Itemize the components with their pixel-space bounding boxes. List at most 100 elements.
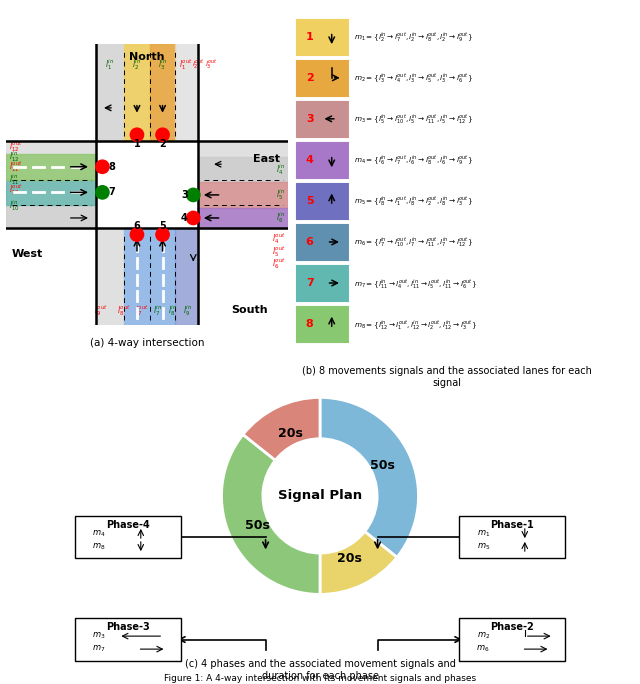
Bar <box>124 228 150 326</box>
FancyBboxPatch shape <box>460 618 565 661</box>
Text: $l_5^{out}$: $l_5^{out}$ <box>272 244 285 259</box>
Bar <box>349 306 630 342</box>
Text: East: East <box>253 154 280 164</box>
Bar <box>296 142 349 178</box>
Text: South: South <box>231 305 268 315</box>
Text: $m_3$: $m_3$ <box>92 631 106 642</box>
Text: Figure 1: A 4-way intersection with its movement signals and phases: Figure 1: A 4-way intersection with its … <box>164 674 476 683</box>
Bar <box>296 101 349 137</box>
Text: 3: 3 <box>306 114 314 124</box>
Bar <box>349 19 630 55</box>
Text: $l_8^{out}$: $l_8^{out}$ <box>117 302 131 317</box>
Text: $l_1^{in}$: $l_1^{in}$ <box>106 57 115 72</box>
Text: (c) 4 phases and the associated movement signals and
duration for each phase: (c) 4 phases and the associated movement… <box>184 659 456 681</box>
Text: $m_1 = \{l_2^{in} \rightarrow l_7^{out}, l_2^{in} \rightarrow l_8^{out}, l_2^{in: $m_1 = \{l_2^{in} \rightarrow l_7^{out},… <box>354 30 472 43</box>
Text: $m_1$: $m_1$ <box>477 528 490 539</box>
Text: $l_2^{out}$: $l_2^{out}$ <box>192 57 205 70</box>
Text: (a) 4-way intersection: (a) 4-way intersection <box>90 339 204 348</box>
Text: 1: 1 <box>306 31 314 42</box>
Circle shape <box>156 128 169 142</box>
Bar <box>175 44 198 141</box>
Text: 7: 7 <box>306 278 314 288</box>
Text: $l_9^{in}$: $l_9^{in}$ <box>184 302 193 317</box>
Text: North: North <box>129 51 165 62</box>
Circle shape <box>187 211 200 224</box>
Bar <box>198 182 288 208</box>
Text: $m_3 = \{l_5^{in} \rightarrow l_{10}^{out}, l_5^{in} \rightarrow l_{11}^{out}, l: $m_3 = \{l_5^{in} \rightarrow l_{10}^{ou… <box>354 112 472 125</box>
Text: $l_3^{out}$: $l_3^{out}$ <box>205 57 218 70</box>
Bar <box>349 224 630 260</box>
Text: 6: 6 <box>306 237 314 247</box>
Text: (b) 8 movements signals and the associated lanes for each
signal: (b) 8 movements signals and the associat… <box>302 366 592 388</box>
Bar <box>296 60 349 96</box>
Bar <box>198 208 288 228</box>
Text: $m_8 = \{l_{12}^{in} \rightarrow l_1^{out}, l_{12}^{in} \rightarrow l_2^{out}, l: $m_8 = \{l_{12}^{in} \rightarrow l_1^{ou… <box>354 317 477 330</box>
Text: $m_8$: $m_8$ <box>92 541 106 552</box>
Text: $l_{11}^{out}$: $l_{11}^{out}$ <box>9 159 22 174</box>
Text: Phase-2: Phase-2 <box>490 622 534 633</box>
Bar <box>349 265 630 301</box>
Text: 6: 6 <box>134 221 140 231</box>
Text: 4: 4 <box>306 155 314 165</box>
Text: 2: 2 <box>159 139 166 148</box>
Text: $l_4^{in}$: $l_4^{in}$ <box>276 162 285 176</box>
Text: $l_4^{out}$: $l_4^{out}$ <box>272 231 285 246</box>
Text: 20s: 20s <box>278 428 303 440</box>
Text: 7: 7 <box>108 187 115 198</box>
Text: $m_6$: $m_6$ <box>476 644 490 655</box>
Text: $m_7$: $m_7$ <box>93 644 106 655</box>
Text: $m_7 = \{l_{11}^{in} \rightarrow l_4^{out}, l_{11}^{in} \rightarrow l_5^{out}, l: $m_7 = \{l_{11}^{in} \rightarrow l_4^{ou… <box>354 276 477 289</box>
Text: 8: 8 <box>306 319 314 329</box>
Text: $l_{10}^{in}$: $l_{10}^{in}$ <box>9 198 20 213</box>
Bar <box>6 205 96 228</box>
Text: 4: 4 <box>181 213 188 223</box>
Bar <box>124 44 150 141</box>
Bar <box>296 306 349 342</box>
Circle shape <box>156 228 169 241</box>
Wedge shape <box>243 397 320 460</box>
Text: $l_5^{in}$: $l_5^{in}$ <box>276 187 285 202</box>
Bar <box>96 141 198 228</box>
Text: West: West <box>12 249 43 259</box>
Wedge shape <box>320 397 419 557</box>
Text: $l_2^{in}$: $l_2^{in}$ <box>132 57 141 72</box>
Text: $l_7^{in}$: $l_7^{in}$ <box>153 302 162 317</box>
Circle shape <box>96 185 109 199</box>
Text: 50s: 50s <box>246 519 270 532</box>
Bar <box>349 101 630 137</box>
Bar <box>296 19 349 55</box>
Text: $l_{10}^{out}$: $l_{10}^{out}$ <box>9 183 22 197</box>
Text: 5: 5 <box>159 221 166 231</box>
Bar <box>349 142 630 178</box>
Wedge shape <box>221 434 320 594</box>
Text: 5: 5 <box>306 196 314 206</box>
Text: $l_6^{in}$: $l_6^{in}$ <box>276 211 285 226</box>
Bar <box>296 183 349 219</box>
Bar <box>6 180 96 205</box>
Circle shape <box>96 160 109 174</box>
Text: 50s: 50s <box>370 460 394 473</box>
Text: $m_4$: $m_4$ <box>92 528 106 539</box>
FancyBboxPatch shape <box>460 516 565 558</box>
Bar <box>150 228 175 326</box>
Text: $l_{12}^{out}$: $l_{12}^{out}$ <box>9 139 22 154</box>
Text: $m_2$: $m_2$ <box>477 631 490 642</box>
Circle shape <box>131 128 143 142</box>
Text: $l_7^{out}$: $l_7^{out}$ <box>135 302 149 317</box>
Bar <box>349 183 630 219</box>
Bar <box>296 224 349 260</box>
Text: 20s: 20s <box>337 551 362 564</box>
Text: Signal Plan: Signal Plan <box>278 489 362 503</box>
Text: $m_6 = \{l_7^{in} \rightarrow l_{10}^{out}, l_7^{in} \rightarrow l_{11}^{out}, l: $m_6 = \{l_7^{in} \rightarrow l_{10}^{ou… <box>354 235 472 248</box>
Text: Phase-3: Phase-3 <box>106 622 150 633</box>
Text: $m_5 = \{l_8^{in} \rightarrow l_1^{out}, l_8^{in} \rightarrow l_2^{out}, l_8^{in: $m_5 = \{l_8^{in} \rightarrow l_1^{out},… <box>354 194 472 207</box>
Text: $l_3^{in}$: $l_3^{in}$ <box>158 57 167 72</box>
FancyBboxPatch shape <box>76 516 181 558</box>
Bar <box>198 157 288 182</box>
Text: Phase-1: Phase-1 <box>490 520 534 530</box>
Text: $l_{12}^{in}$: $l_{12}^{in}$ <box>9 149 19 164</box>
Circle shape <box>131 228 143 241</box>
Text: 2: 2 <box>306 73 314 83</box>
Text: $l_9^{out}$: $l_9^{out}$ <box>94 302 108 317</box>
Text: $l_8^{in}$: $l_8^{in}$ <box>168 302 177 317</box>
